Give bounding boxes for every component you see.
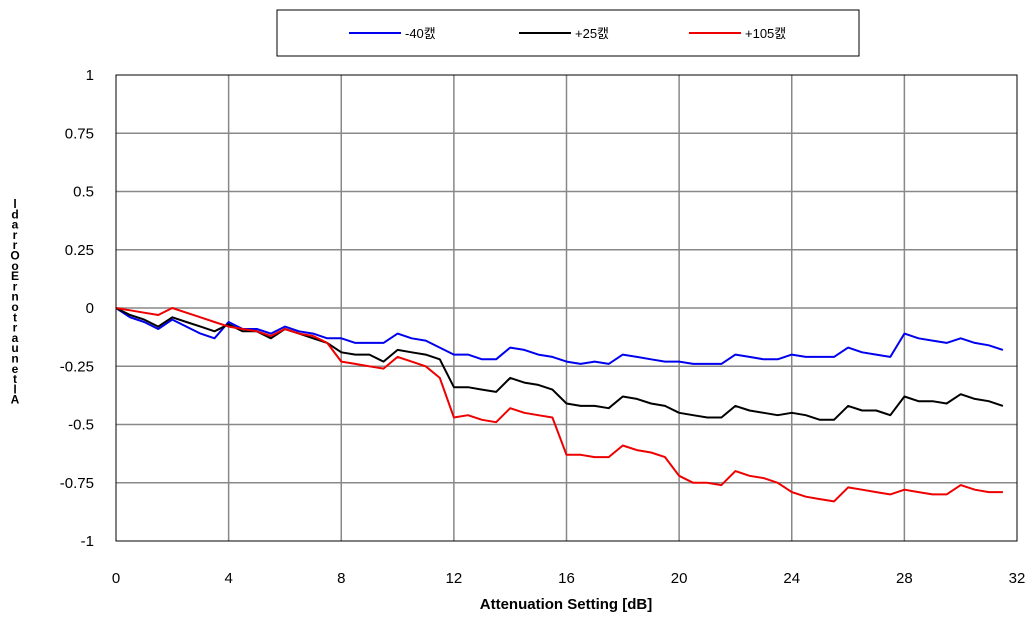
y-tick-label: 0.5 xyxy=(73,184,94,201)
y-tick-label: -0.25 xyxy=(60,358,94,375)
y-axis-label-char: O xyxy=(10,249,19,263)
y-axis-label-char: E xyxy=(11,269,19,283)
legend-entry-2: +25캜 xyxy=(519,26,609,41)
legend-label-1: -40캜 xyxy=(405,26,436,41)
x-tick-label: 4 xyxy=(224,570,232,587)
y-axis-label-char: r xyxy=(13,238,18,252)
y-axis-label-char: t xyxy=(13,310,17,324)
y-axis-label-char: A xyxy=(11,393,20,407)
y-axis-label-char: o xyxy=(11,259,18,273)
x-axis-ticks: 0 4 8 12 16 20 24 28 32 xyxy=(112,570,1026,587)
x-axis-label: Attenuation Setting [dB] xyxy=(480,596,652,613)
series-lines xyxy=(115,307,1004,503)
y-tick-label: -1 xyxy=(81,533,94,550)
y-axis-label-char: r xyxy=(13,228,18,242)
series-line-1 xyxy=(115,307,1004,365)
y-axis-label-char: e xyxy=(12,362,19,376)
y-axis-label-char: n xyxy=(11,290,18,304)
x-tick-label: 12 xyxy=(446,570,463,587)
y-axis-label-char: l xyxy=(13,382,16,396)
y-tick-label: 0 xyxy=(86,300,94,317)
y-axis-label-char: o xyxy=(11,300,18,314)
x-tick-label: 20 xyxy=(671,570,688,587)
y-axis-label-char: d xyxy=(11,207,18,221)
plot-frame xyxy=(115,74,1018,542)
y-tick-label: -0.5 xyxy=(68,417,94,434)
x-tick-label: 16 xyxy=(558,570,575,587)
legend-label-3: +105캜 xyxy=(745,26,786,41)
x-tick-label: 32 xyxy=(1009,570,1026,587)
y-axis-label-char: t xyxy=(13,372,17,386)
y-axis-label-char: n xyxy=(11,352,18,366)
series-line-2 xyxy=(115,307,1004,421)
y-tick-label: 0.25 xyxy=(65,242,94,259)
y-axis-label-char: r xyxy=(13,321,18,335)
y-axis-label-char: u xyxy=(11,341,18,355)
y-axis-ticks: 1 0.75 0.5 0.25 0 -0.25 -0.5 -0.75 -1 xyxy=(60,67,94,550)
y-tick-label: -0.75 xyxy=(60,475,94,492)
y-axis-label-char: l xyxy=(13,197,16,211)
y-tick-label: 0.75 xyxy=(65,125,94,142)
legend-entry-1: -40캜 xyxy=(349,26,436,41)
legend-entry-3: +105캜 xyxy=(689,26,786,41)
x-tick-label: 28 xyxy=(896,570,913,587)
series-line-3 xyxy=(115,307,1003,503)
gridlines xyxy=(116,75,1017,541)
x-tick-label: 8 xyxy=(337,570,345,587)
legend-label-2: +25캜 xyxy=(575,26,609,41)
y-tick-label: 1 xyxy=(86,67,94,84)
x-tick-label: 0 xyxy=(112,570,120,587)
y-axis-label-char: r xyxy=(13,279,18,293)
legend: -40캜 +25캜 +105캜 xyxy=(276,9,860,57)
y-axis-label-char: a xyxy=(12,218,19,232)
x-tick-label: 24 xyxy=(783,570,800,587)
y-axis-label-char: a xyxy=(12,331,19,345)
